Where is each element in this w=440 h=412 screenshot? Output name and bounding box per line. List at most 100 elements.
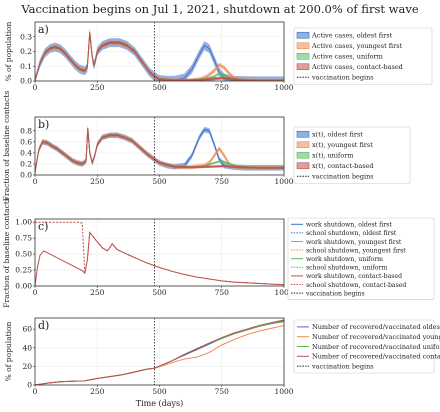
legend-swatch xyxy=(296,63,310,71)
legend-label: work shutdown, oldest first xyxy=(306,222,392,229)
legend-swatch xyxy=(296,141,310,149)
legend-label: vaccination begins xyxy=(311,74,374,82)
legend-label: x(t), youngest first xyxy=(312,141,373,149)
series-line xyxy=(35,32,284,81)
y-tick-label: 60 xyxy=(22,325,32,334)
legend-label: work shutdown, uniform xyxy=(306,256,383,263)
x-tick-label: 750 xyxy=(215,83,230,92)
series-band xyxy=(35,30,284,81)
x-tick-label: 500 xyxy=(152,288,167,297)
legend-box xyxy=(293,27,433,85)
y-tick-label: 0.50 xyxy=(15,250,32,259)
legend-label: Number of recovered/vaccinated oldest fi… xyxy=(312,323,440,331)
panel-1: 0.0 0.1 0.2 0.3 0 250 500 750 1000 a) % of populat… xyxy=(4,21,433,92)
y-tick-label: 0.3 xyxy=(20,32,32,41)
y-tick-label: 0.8 xyxy=(20,126,32,135)
legend-label: school shutdown, youngest first xyxy=(306,247,406,254)
x-tick-label: 750 xyxy=(215,288,230,297)
legend-box xyxy=(287,217,435,300)
x-tick-label: 250 xyxy=(90,83,105,92)
panel-label: b) xyxy=(38,118,49,131)
series-band xyxy=(35,125,284,175)
legend-label: x(t), uniform xyxy=(312,152,354,160)
x-tick-label: 250 xyxy=(90,177,105,186)
y-axis-label: Fraction of baseline contacts xyxy=(2,91,11,202)
panel-4: 0 20 40 60 0 250 500 750 1000 d) % of population Ti… xyxy=(4,317,440,408)
x-axis-label: Time (days) xyxy=(136,399,184,408)
y-tick-label: 0.6 xyxy=(20,137,32,146)
panel-label: c) xyxy=(38,220,48,233)
y-tick-label: 1.00 xyxy=(15,218,32,227)
legend-label: x(t), contact-based xyxy=(312,162,374,170)
x-tick-label: 0 xyxy=(33,83,38,92)
legend-swatch xyxy=(296,31,310,39)
x-tick-label: 1000 xyxy=(274,387,293,396)
x-tick-label: 750 xyxy=(215,177,230,186)
plot-area xyxy=(35,125,284,175)
panel-2: 0.0 0.2 0.4 0.6 0.8 0 250 500 750 1000 b) Fraction … xyxy=(2,91,411,202)
panel-label: a) xyxy=(38,23,49,36)
series-line xyxy=(35,319,284,385)
y-tick-label: 0.25 xyxy=(15,266,32,275)
x-tick-label: 500 xyxy=(152,177,167,186)
legend-label: work shutdown, youngest first xyxy=(306,239,402,246)
y-tick-label: 0.1 xyxy=(20,62,32,71)
plot-area xyxy=(35,27,284,81)
legend-label: Active cases, oldest first xyxy=(311,32,393,40)
legend-box xyxy=(293,319,435,374)
legend-label: school shutdown, uniform xyxy=(306,265,387,272)
x-tick-label: 250 xyxy=(90,387,105,396)
legend-label: work shutdown, contact-based xyxy=(306,273,402,280)
legend: Number of recovered/vaccinated oldest fi… xyxy=(293,319,440,374)
y-tick-label: 20 xyxy=(22,362,32,371)
x-tick-label: 750 xyxy=(215,387,230,396)
x-tick-label: 0 xyxy=(33,288,38,297)
x-tick-label: 1000 xyxy=(274,177,293,186)
legend: x(t), oldest first x(t), youngest first x(… xyxy=(293,126,411,184)
legend-box xyxy=(293,126,411,184)
y-axis-label: % of population xyxy=(4,321,13,381)
y-tick-label: 0.0 xyxy=(20,171,32,180)
series-line xyxy=(35,128,284,173)
x-tick-label: 1000 xyxy=(274,83,293,92)
y-axis-label: % of population xyxy=(4,21,13,81)
legend-swatch xyxy=(296,162,310,170)
y-tick-label: 0.00 xyxy=(15,282,32,291)
legend-label: Active cases, youngest first xyxy=(311,42,403,50)
legend-label: vaccination begins xyxy=(305,290,365,297)
legend-label: Number of recovered/vaccinated youngest … xyxy=(312,333,440,341)
panel-label: d) xyxy=(38,319,49,332)
legend-label: x(t), oldest first xyxy=(312,131,363,139)
legend-swatch xyxy=(296,151,310,159)
x-tick-label: 0 xyxy=(33,387,38,396)
legend-label: Active cases, uniform xyxy=(311,53,383,61)
figure-title: Vaccination begins on Jul 1, 2021, shutd… xyxy=(21,2,419,16)
x-tick-label: 250 xyxy=(90,288,105,297)
y-tick-label: 0.2 xyxy=(20,47,32,56)
legend: Active cases, oldest first Active cases, … xyxy=(293,27,433,85)
panel-3: 0.00 0.25 0.50 0.75 1.00 0 250 500 750 1000 c) Frac… xyxy=(2,197,435,308)
legend-label: school shutdown, oldest first xyxy=(306,230,397,237)
legend-label: vaccination begins xyxy=(311,173,374,181)
y-tick-label: 40 xyxy=(22,343,32,352)
y-tick-label: 0.75 xyxy=(15,234,32,243)
plot-area xyxy=(35,221,284,286)
y-tick-label: 0.2 xyxy=(20,159,32,168)
x-tick-label: 1000 xyxy=(274,288,293,297)
legend-label: Number of recovered/vaccinated contact-b… xyxy=(312,353,440,361)
legend-label: Number of recovered/vaccinated uniform xyxy=(312,343,440,351)
y-axis-label: Fraction of baseline contacts xyxy=(2,197,11,308)
y-tick-label: 0 xyxy=(27,381,32,390)
plot-area xyxy=(35,319,284,385)
x-tick-label: 500 xyxy=(152,387,167,396)
legend-label: Active cases, contact-based xyxy=(311,63,403,71)
legend-swatch xyxy=(296,42,310,50)
legend-swatch xyxy=(296,130,310,138)
y-tick-label: 0.0 xyxy=(20,77,32,86)
series-band xyxy=(35,126,284,174)
x-tick-label: 0 xyxy=(33,177,38,186)
legend-label: vaccination begins xyxy=(311,362,374,370)
series-band xyxy=(35,126,284,174)
